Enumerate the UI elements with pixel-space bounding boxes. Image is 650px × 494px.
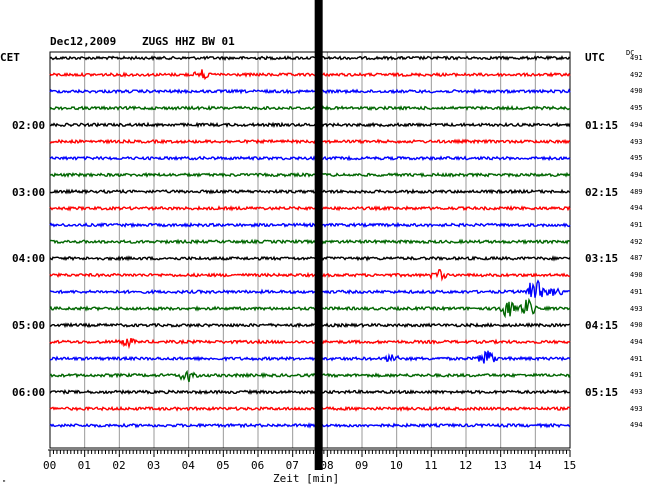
dc-value: 494 <box>630 337 643 346</box>
dc-value: 489 <box>630 187 643 196</box>
trace-row-2 <box>49 88 571 95</box>
dc-label: DC <box>626 49 635 57</box>
time-marker <box>314 0 323 470</box>
dc-value: 495 <box>630 104 643 113</box>
header-date: Dec12,2009 <box>50 35 117 48</box>
x-tick-label: 03 <box>147 459 161 472</box>
dc-value: 493 <box>630 304 643 313</box>
trace-row-8 <box>49 188 571 195</box>
right-timezone-label: UTC <box>585 51 605 64</box>
dc-value: 491 <box>630 221 643 229</box>
dc-value: 487 <box>630 254 643 263</box>
left-time-label: 06:00 <box>12 386 46 399</box>
dc-value: 495 <box>630 154 643 163</box>
trace-row-6 <box>49 155 571 162</box>
header-station: ZUGS HHZ BW 01 <box>142 35 235 48</box>
x-tick-label: 01 <box>77 459 91 472</box>
dc-value: 490 <box>630 87 643 96</box>
trace-row-4 <box>49 121 571 129</box>
dc-value: 493 <box>630 137 643 146</box>
trace-row-13 <box>49 268 571 282</box>
right-time-label: 04:15 <box>585 319 619 333</box>
x-tick-label: 02 <box>112 459 126 472</box>
trace-row-3 <box>49 104 570 112</box>
trace-row-22 <box>49 422 571 429</box>
x-tick-label: 13 <box>493 459 507 472</box>
x-tick-label: 05 <box>216 459 230 472</box>
trace-row-14 <box>49 279 571 298</box>
trace-row-21 <box>49 405 571 412</box>
dc-value: 494 <box>630 421 643 430</box>
trace-row-16 <box>49 322 571 329</box>
trace-row-19 <box>49 369 571 383</box>
grid <box>48 51 571 451</box>
dc-value: 490 <box>630 271 643 280</box>
trace-row-11 <box>49 238 571 245</box>
dc-value: 490 <box>630 321 643 330</box>
trace-row-5 <box>49 138 571 145</box>
left-time-label: 02:00 <box>12 118 46 132</box>
x-tick-label: 10 <box>389 459 403 472</box>
left-time-label: 05:00 <box>12 319 46 333</box>
dc-value: 494 <box>630 170 643 179</box>
x-tick-label: 08 <box>320 459 334 472</box>
trace-row-9 <box>49 204 571 212</box>
trace-row-17 <box>49 338 571 350</box>
x-tick-label: 11 <box>424 459 438 472</box>
right-time-label: 05:15 <box>585 386 619 399</box>
trace-row-18 <box>49 350 571 364</box>
trace-row-7 <box>49 171 571 179</box>
right-time-label: 02:15 <box>585 185 619 199</box>
x-tick-label: 09 <box>355 459 369 472</box>
dc-value: 491 <box>630 354 643 363</box>
x-tick-label: 00 <box>43 459 57 472</box>
left-time-label: 03:00 <box>12 185 46 199</box>
right-time-label: 01:15 <box>585 118 619 132</box>
trace-row-20 <box>49 388 571 395</box>
x-tick-label: 12 <box>459 459 473 472</box>
plot-frame <box>49 51 571 449</box>
trace-row-15 <box>49 297 571 319</box>
left-timezone-label: CET <box>0 51 20 64</box>
corner-mark: " <box>2 479 7 487</box>
x-tick-label: 14 <box>528 459 542 472</box>
dc-value: 492 <box>630 70 643 79</box>
trace-row-0 <box>49 55 571 62</box>
right-time-label: 03:15 <box>585 252 619 266</box>
dc-value: 493 <box>630 388 643 396</box>
dc-value: 491 <box>630 54 643 62</box>
traces <box>49 55 571 429</box>
dc-value: 494 <box>630 120 643 129</box>
trace-row-1 <box>49 69 571 81</box>
dc-value: 494 <box>630 204 643 213</box>
x-tick-label: 06 <box>251 459 265 472</box>
x-tick-label: 07 <box>285 459 299 472</box>
dc-value: 491 <box>630 371 643 380</box>
dc-value: 493 <box>630 404 643 413</box>
x-axis-label: Zeit [min] <box>273 472 340 485</box>
trace-row-10 <box>49 221 571 229</box>
x-tick-label: 04 <box>181 459 195 472</box>
trace-row-12 <box>49 255 571 262</box>
dc-value: 491 <box>630 287 643 296</box>
left-time-label: 04:00 <box>12 252 46 266</box>
x-tick-label: 15 <box>563 459 577 472</box>
x-axis-ticks <box>49 450 571 457</box>
dc-value: 492 <box>630 237 643 246</box>
